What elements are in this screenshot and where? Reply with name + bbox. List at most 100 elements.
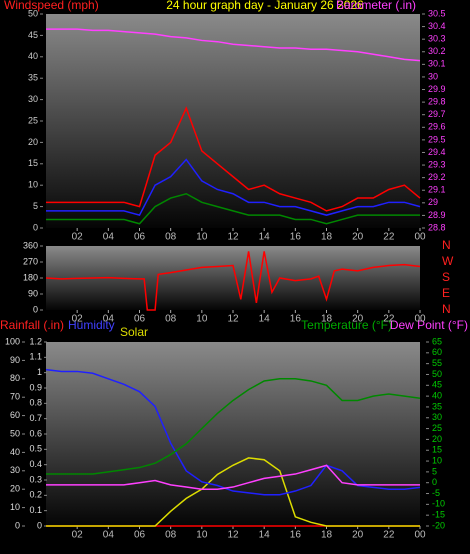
y3-tick-label: 0.1 [29,505,42,515]
x-tick-label: 04 [103,314,115,325]
y3-tick-label: 0.6 [29,428,42,438]
y2-tick-label: 30 [432,412,442,422]
y3-tick-label: 0.2 [29,490,42,500]
y-tick-label: 5 [33,201,38,211]
x-tick-label: 20 [352,232,364,243]
x-tick-label: 10 [196,232,208,243]
y-tick-label: 15 [28,158,38,168]
y-tick-label: 0 [33,304,38,314]
x-tick-label: 00 [414,314,426,325]
y2-tick-label: 20 [432,434,442,444]
y-label: Humidity [68,318,115,332]
y2-tick-label: 40 [432,390,442,400]
y-tick-label: 100 [5,336,20,346]
plot-bg [46,342,420,526]
y-tick-label: 30 [10,465,20,475]
x-tick-label: 08 [165,232,177,243]
y2-label: Barometer (.in) [336,0,416,12]
y2-tick-label: 29.5 [428,134,446,144]
series-line [46,378,421,475]
y2-tick-label: 30.3 [428,34,446,44]
y2-tick-label: 15 [432,445,442,455]
y-tick-label: 25 [28,115,38,125]
y2-tick-label: 29 [428,197,438,207]
y-tick-label: 90 [10,355,20,365]
y2-tick-label: 30.5 [428,8,446,18]
x-tick-label: 16 [290,232,302,243]
y2-tick-label: 25 [432,423,442,433]
y3-tick-label: 0.4 [29,459,42,469]
y-tick-label: 0 [33,222,38,232]
y2-tick-label: 30.2 [428,46,446,56]
series-line [46,106,421,212]
y2-tick-label: 10 [432,455,442,465]
x-tick-label: 06 [134,314,146,325]
x-tick-label: 10 [196,314,208,325]
y2-tick-label: 29.2 [428,172,446,182]
y2-tick-label: 55 [432,358,442,368]
y3-tick-label: 0.8 [29,398,42,408]
y2-tick-label: 29.3 [428,159,446,169]
x-tick-label: 12 [227,530,239,541]
x-tick-label: 22 [383,530,395,541]
y2-tick-label: 65 [432,336,442,346]
series-line [46,158,421,217]
x-tick-label: 18 [321,314,333,325]
y2-tick-label: 29.4 [428,147,446,157]
y2-tick-label: 29.6 [428,122,446,132]
direction-label: N [442,302,451,316]
x-tick-label: 10 [196,530,208,541]
series-line [46,464,420,490]
x-tick-label: 00 [414,530,426,541]
y-tick-label: 80 [10,373,20,383]
y3-tick-label: 0.3 [29,474,42,484]
dew-label: Dew Point (°F) [390,318,468,332]
y2-tick-label: -10 [432,499,445,509]
direction-label: W [442,254,454,268]
y-tick-label: 50 [10,428,20,438]
x-tick-label: 08 [165,530,177,541]
y-tick-label: 0 [15,520,20,530]
y-tick-label: 10 [28,180,38,190]
direction-label: E [442,286,450,300]
y-tick-label: 20 [28,137,38,147]
y-tick-label: 35 [28,73,38,83]
direction-label: N [442,238,451,252]
x-tick-label: 06 [134,530,146,541]
y2-tick-label: 45 [432,380,442,390]
y3-tick-label: 1.1 [29,352,42,362]
y2-label: Temperature (°F) [301,318,392,332]
x-tick-label: 00 [414,232,426,243]
series-line [45,251,421,311]
x-tick-label: 14 [259,530,271,541]
x-tick-label: 20 [352,530,364,541]
y-tick-label: 20 [10,484,20,494]
y2-tick-label: 50 [432,369,442,379]
y2-tick-label: 29.1 [428,185,446,195]
y-tick-label: 10 [10,502,20,512]
y2-tick-label: 29.9 [428,84,446,94]
series-line [46,457,420,527]
x-tick-label: 14 [259,314,271,325]
x-tick-label: 12 [227,314,239,325]
x-tick-label: 14 [259,232,271,243]
y-label: Windspeed (mph) [4,0,99,12]
y3-tick-label: 0.7 [29,413,42,423]
y2-tick-label: 30.1 [428,59,446,69]
series-line [46,192,420,225]
x-tick-label: 12 [227,232,239,243]
plot-bg [46,14,420,228]
y2-tick-label: 30 [428,71,438,81]
y-tick-label: 30 [28,94,38,104]
y2-tick-label: 28.8 [428,222,446,232]
title: 24 hour graph day - January 26 2026 [166,0,364,12]
y-tick-label: 180 [23,272,38,282]
y-tick-label: 70 [10,392,20,402]
x-tick-label: 02 [72,314,84,325]
x-tick-label: 06 [134,232,146,243]
x-tick-label: 20 [352,314,364,325]
x-tick-label: 22 [383,314,395,325]
y-tick-label: 45 [28,30,38,40]
y-tick-label: 40 [10,447,20,457]
